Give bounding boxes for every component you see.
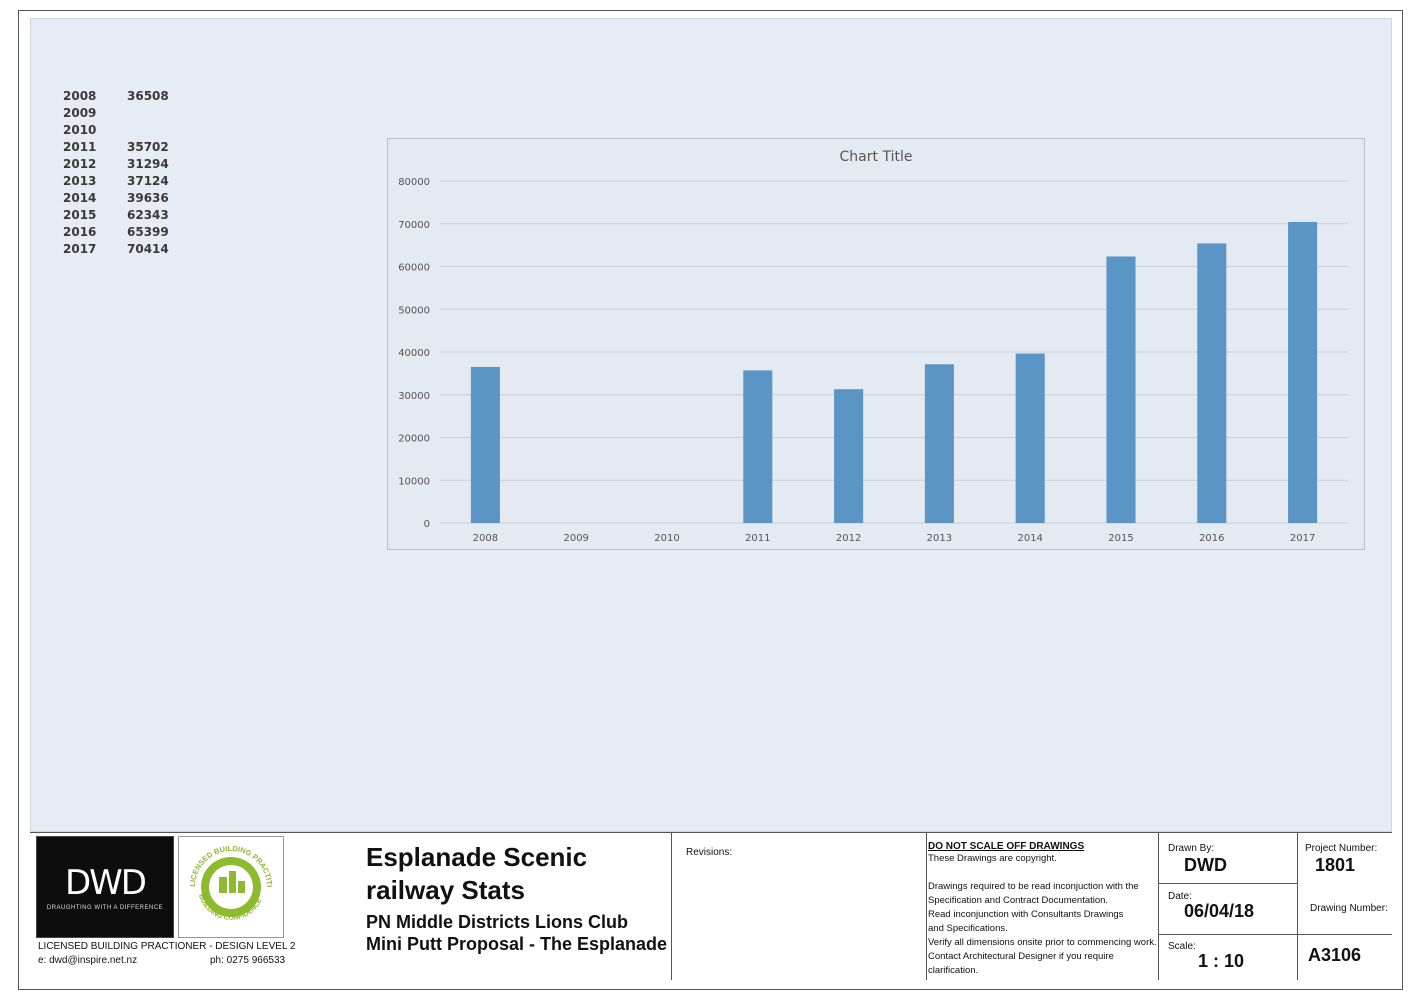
note-line: Read inconjunction with Consultants Draw…	[928, 909, 1124, 920]
bar-2016	[1197, 243, 1227, 523]
licence-text: LICENSED BUILDING PRACTIONER - DESIGN LE…	[38, 941, 296, 952]
bar-2013	[924, 364, 954, 523]
title-block: DWD DRAUGHTING WITH A DIFFERENCE LICENSE…	[30, 830, 1392, 980]
bar-2011	[743, 370, 773, 523]
data-table-value: 37124	[127, 174, 169, 188]
data-table-row: 2011 35702	[63, 140, 169, 157]
data-table-year: 2015	[63, 208, 97, 222]
project-subtitle-line1: PN Middle Districts Lions Club	[366, 912, 629, 932]
date-value: 06/04/18	[1184, 901, 1255, 921]
data-table-year: 2016	[63, 225, 97, 239]
drawing-number-label: Drawing Number:	[1310, 903, 1388, 914]
bar-2012	[834, 389, 864, 523]
y-tick-label: 10000	[398, 476, 430, 487]
project-subtitle-line2: Mini Putt Proposal - The Esplanade	[366, 934, 668, 954]
data-table-value: 62343	[127, 208, 169, 222]
data-table: 2008 36508 2009 2010 2011 35702 2012 31294 2013 3…	[63, 89, 169, 259]
data-table-year: 2008	[63, 89, 97, 103]
data-table-year: 2014	[63, 191, 97, 205]
lbp-badge-logo: LICENSED BUILDING PRACTITIONER BUILDING …	[176, 830, 284, 938]
data-table-value: 39636	[127, 191, 169, 205]
notes: DO NOT SCALE OFF DRAWINGS These Drawings…	[928, 841, 1162, 978]
chart-title: Chart Title	[839, 149, 913, 165]
project-title-line2: railway Stats	[366, 875, 525, 905]
bar-2015	[1106, 256, 1136, 523]
chart: Chart Title 0 10000 20000 30000 40000 50000 60…	[387, 138, 1365, 550]
note-line: Specification and Contract Documentation…	[928, 895, 1109, 906]
data-table-value: 35702	[127, 140, 169, 154]
data-table-value: 31294	[127, 157, 169, 171]
note-line: clarification.	[928, 965, 979, 976]
y-tick-label: 60000	[398, 263, 430, 274]
dwd-logo: DWD DRAUGHTING WITH A DIFFERENCE	[36, 836, 174, 938]
data-table-row: 2012 31294	[63, 157, 169, 174]
y-tick-label: 30000	[398, 391, 430, 402]
phone-text: ph: 0275 966533	[210, 955, 286, 966]
note-line: These Drawings are copyright.	[928, 853, 1057, 864]
data-table-row: 2013 37124	[63, 174, 169, 191]
y-tick-label: 0	[424, 519, 430, 530]
x-tick-label: 2015	[1108, 533, 1133, 544]
drawn-by-label: Drawn By:	[1168, 843, 1215, 854]
y-tick-label: 50000	[398, 305, 430, 316]
x-tick-label: 2010	[654, 533, 679, 544]
note-line: Contact Architectural Designer if you re…	[928, 951, 1114, 962]
data-table-value: 36508	[127, 89, 169, 103]
data-table-year: 2011	[63, 140, 97, 154]
data-table-year: 2013	[63, 174, 97, 188]
y-tick-label: 80000	[398, 177, 430, 188]
bar-chart-svg: 0 10000 20000 30000 40000 50000 60000 70000 8000…	[398, 177, 1348, 544]
note-line	[928, 866, 1162, 880]
date-label: Date:	[1168, 891, 1192, 902]
logo-mark: DWD	[65, 863, 147, 903]
x-tick-label: 2014	[1017, 533, 1042, 544]
data-table-row: 2014 39636	[63, 191, 169, 208]
drawn-by-value: DWD	[1184, 855, 1227, 875]
note-line: and Specifications.	[928, 923, 1008, 934]
x-tick-label: 2008	[473, 533, 498, 544]
x-tick-label: 2016	[1199, 533, 1224, 544]
bar-2017	[1288, 221, 1318, 523]
data-table-row: 2010	[63, 123, 169, 140]
drawing-number-value: A3106	[1308, 945, 1362, 965]
project-number-value: 1801	[1315, 855, 1356, 875]
data-table-row: 2009	[63, 106, 169, 123]
scale-value: 1 : 10	[1198, 951, 1245, 971]
notes-heading: DO NOT SCALE OFF DRAWINGS	[928, 841, 1085, 852]
data-table-year: 2009	[63, 106, 97, 120]
y-tick-label: 40000	[398, 348, 430, 359]
data-table-year: 2012	[63, 157, 97, 171]
x-tick-label: 2013	[927, 533, 952, 544]
project-title-line1: Esplanade Scenic	[366, 842, 588, 872]
data-table-row: 2008 36508	[63, 89, 169, 106]
x-tick-label: 2017	[1290, 533, 1315, 544]
email-text: e: dwd@inspire.net.nz	[38, 955, 138, 966]
notes-list: These Drawings are copyright. Drawings r…	[928, 852, 1162, 978]
project-subtitle: PN Middle Districts Lions Club Mini Putt…	[366, 911, 667, 955]
project-number-label: Project Number:	[1305, 843, 1378, 854]
scale-label: Scale:	[1168, 941, 1196, 952]
scanned-area: 2008 36508 2009 2010 2011 35702 2012 31294 2013 3…	[30, 18, 1392, 832]
data-table-value: 70414	[127, 242, 169, 256]
note-line: Drawings required to be read inconjuctio…	[928, 881, 1139, 892]
logo-tagline: DRAUGHTING WITH A DIFFERENCE	[46, 905, 164, 911]
y-tick-label: 70000	[398, 220, 430, 231]
data-table-row: 2016 65399	[63, 225, 169, 242]
revisions-label: Revisions:	[686, 847, 733, 858]
bar-2014	[1015, 353, 1045, 523]
x-tick-label: 2012	[836, 533, 861, 544]
project-title: Esplanade Scenic railway Stats	[366, 841, 587, 907]
data-table-row: 2015 62343	[63, 208, 169, 225]
y-tick-label: 20000	[398, 434, 430, 445]
data-table-year: 2010	[63, 123, 97, 137]
x-tick-label: 2009	[563, 533, 588, 544]
data-table-value: 65399	[127, 225, 169, 239]
x-tick-label: 2011	[745, 533, 770, 544]
data-table-row: 2017 70414	[63, 242, 169, 259]
data-table-year: 2017	[63, 242, 97, 256]
bar-2008	[470, 366, 500, 523]
note-line: Verify all dimensions onsite prior to co…	[928, 937, 1157, 948]
